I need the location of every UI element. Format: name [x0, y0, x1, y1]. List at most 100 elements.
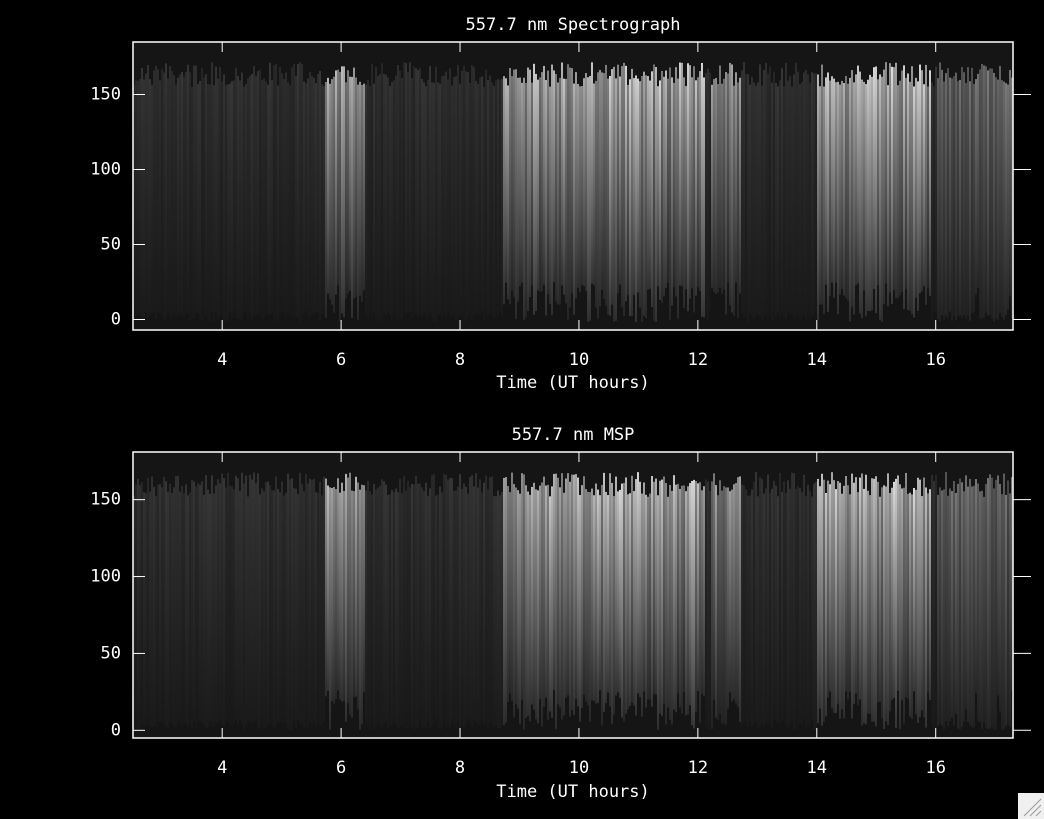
- image-column: [379, 485, 381, 727]
- image-column: [739, 77, 741, 294]
- image-column: [803, 474, 805, 722]
- image-column: [581, 86, 583, 286]
- image-column: [219, 483, 221, 721]
- image-column: [821, 473, 823, 726]
- image-column: [941, 490, 943, 726]
- image-column: [613, 496, 615, 715]
- image-column: [387, 77, 389, 313]
- image-column: [535, 489, 537, 720]
- image-column: [285, 492, 287, 724]
- image-column: [683, 485, 685, 693]
- image-column: [155, 495, 157, 727]
- image-column: [835, 82, 837, 283]
- image-column: [351, 76, 353, 318]
- image-column: [233, 80, 235, 314]
- image-column: [615, 476, 617, 696]
- image-column: [513, 484, 515, 718]
- image-column: [483, 482, 485, 724]
- image-column: [585, 73, 587, 292]
- image-column: [551, 486, 553, 718]
- image-column: [481, 76, 483, 313]
- image-column: [311, 76, 313, 315]
- image-column: [629, 79, 631, 317]
- image-column: [943, 489, 945, 730]
- image-column: [173, 487, 175, 727]
- x-axis-label: Time (UT hours): [496, 373, 650, 393]
- image-column: [419, 483, 421, 721]
- image-column: [275, 476, 277, 726]
- image-column: [205, 475, 207, 730]
- image-column: [941, 69, 943, 316]
- image-column: [151, 476, 153, 728]
- image-column: [837, 481, 839, 704]
- image-column: [209, 494, 211, 722]
- image-column: [365, 84, 367, 314]
- image-column: [993, 72, 995, 322]
- image-column: [317, 493, 319, 723]
- image-column: [507, 486, 509, 702]
- image-column: [793, 74, 795, 319]
- image-column: [589, 76, 591, 321]
- image-column: [223, 74, 225, 322]
- image-column: [931, 82, 933, 320]
- image-column: [613, 66, 615, 322]
- image-column: [795, 62, 797, 318]
- image-column: [765, 62, 767, 316]
- image-column: [511, 472, 513, 701]
- image-column: [677, 483, 679, 694]
- image-column: [161, 68, 163, 317]
- image-column: [437, 494, 439, 730]
- image-column: [867, 79, 869, 311]
- image-column: [367, 480, 369, 726]
- image-column: [281, 73, 283, 313]
- image-column: [927, 86, 929, 289]
- image-column: [175, 476, 177, 728]
- image-column: [579, 86, 581, 293]
- image-column: [893, 481, 895, 699]
- image-column: [243, 86, 245, 313]
- image-column: [643, 71, 645, 316]
- image-column: [425, 86, 427, 316]
- image-column: [479, 479, 481, 726]
- image-column: [297, 493, 299, 721]
- image-column: [691, 480, 693, 726]
- image-column: [357, 482, 359, 710]
- image-column: [405, 490, 407, 730]
- image-column: [411, 78, 413, 318]
- image-column: [401, 77, 403, 321]
- image-column: [565, 478, 567, 698]
- image-column: [501, 78, 503, 317]
- image-column: [369, 85, 371, 313]
- image-column: [477, 487, 479, 724]
- image-column: [733, 85, 735, 316]
- image-column: [503, 76, 505, 305]
- image-column: [965, 83, 967, 319]
- image-column: [371, 494, 373, 723]
- image-column: [487, 489, 489, 729]
- image-column: [597, 72, 599, 319]
- image-column: [231, 81, 233, 318]
- image-column: [521, 82, 523, 283]
- image-column: [315, 83, 317, 313]
- image-column: [249, 75, 251, 315]
- image-column: [139, 484, 141, 728]
- image-column: [803, 72, 805, 316]
- image-column: [791, 86, 793, 316]
- image-column: [521, 473, 523, 700]
- image-column: [901, 70, 903, 292]
- image-column: [291, 67, 293, 316]
- image-column: [207, 489, 209, 728]
- image-column: [383, 481, 385, 725]
- image-column: [641, 493, 643, 717]
- image-column: [451, 85, 453, 317]
- image-column: [417, 69, 419, 318]
- image-column: [881, 487, 883, 719]
- image-column: [979, 69, 981, 319]
- image-column: [133, 495, 135, 727]
- image-column: [871, 76, 873, 311]
- y-tick-label: 0: [111, 720, 121, 740]
- image-column: [317, 74, 319, 313]
- image-column: [909, 81, 911, 311]
- image-column: [885, 486, 887, 722]
- image-column: [421, 487, 423, 729]
